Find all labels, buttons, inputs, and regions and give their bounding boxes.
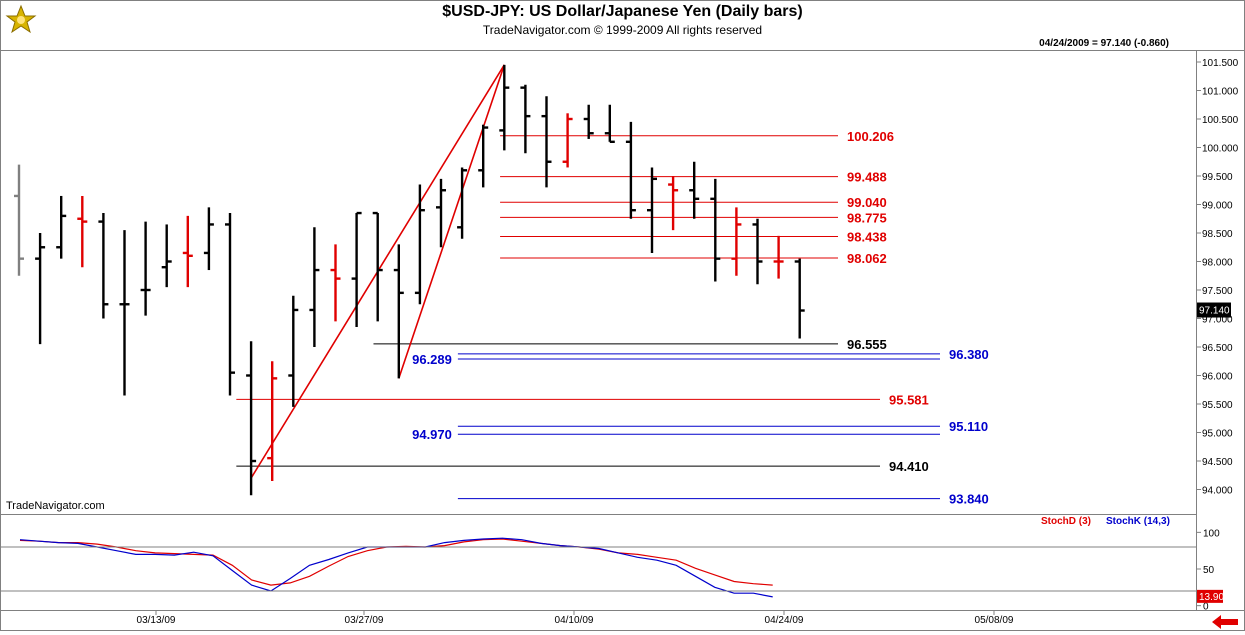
- stoch-last-label: 13.90: [1199, 592, 1224, 603]
- level-label: 98.062: [847, 251, 887, 266]
- navigator-logo-icon[interactable]: [4, 4, 38, 39]
- level-label: 95.110: [949, 419, 988, 434]
- y-tick-label: 97.500: [1202, 286, 1233, 297]
- y-tick-label: 96.500: [1202, 343, 1233, 354]
- x-tick-label: 03/13/09: [137, 615, 176, 626]
- x-tick-label: 04/24/09: [765, 615, 804, 626]
- stoch-y-tick-label: 0: [1203, 602, 1209, 613]
- price-bars: [14, 64, 805, 496]
- x-tick-label: 05/08/09: [975, 615, 1014, 626]
- y-tick-label: 96.000: [1202, 372, 1233, 383]
- level-label: 95.581: [889, 392, 929, 407]
- level-label: 96.289: [412, 352, 452, 367]
- x-tick-label: 03/27/09: [345, 615, 384, 626]
- last-quote: 04/24/2009 = 97.140 (-0.860): [1039, 38, 1169, 49]
- y-tick-label: 98.500: [1202, 229, 1233, 240]
- y-tick-label: 95.000: [1202, 429, 1233, 440]
- y-tick-label: 100.500: [1202, 115, 1239, 126]
- copyright-text: TradeNavigator.com © 1999-2009 All right…: [482, 23, 763, 37]
- stochastic-axis: 100 50 013.90: [0, 528, 1224, 613]
- last-price-box: [1197, 302, 1231, 318]
- legend-stoch-d: StochD (3): [1041, 516, 1091, 527]
- level-label: 93.840: [949, 492, 989, 507]
- legend-stoch-k: StochK (14,3): [1106, 516, 1170, 527]
- y-axis-strip: [1196, 50, 1245, 611]
- level-label: 94.970: [412, 427, 452, 442]
- scroll-left-arrow-icon[interactable]: [1210, 614, 1240, 635]
- stochastic-panel: [0, 514, 1197, 611]
- y-tick-label: 99.000: [1202, 201, 1233, 212]
- level-label: 96.380: [949, 347, 989, 362]
- watermark-text: TradeNavigator.com: [6, 500, 105, 512]
- level-label: 98.438: [847, 230, 887, 245]
- level-label: 96.555: [847, 337, 887, 352]
- y-tick-label: 94.500: [1202, 457, 1233, 468]
- level-label: 98.775: [847, 210, 887, 225]
- y-tick-label: 100.000: [1202, 144, 1239, 155]
- date-axis: 03/13/09 03/27/09 04/10/09 04/24/09 05/08/09: [137, 611, 1014, 626]
- y-tick-label: 101.500: [1202, 58, 1239, 69]
- level-label: 99.040: [847, 195, 887, 210]
- trendline: [398, 64, 506, 379]
- y-tick-label: 99.500: [1202, 172, 1233, 183]
- stoch-y-tick-label: 100: [1203, 528, 1220, 539]
- stoch-y-tick-label: 50: [1203, 565, 1215, 576]
- chart-title: $USD-JPY: US Dollar/Japanese Yen (Daily …: [442, 3, 803, 20]
- y-tick-label: 98.000: [1202, 258, 1233, 269]
- y-tick-label: 94.000: [1202, 486, 1233, 497]
- level-label: 100.206: [847, 129, 894, 144]
- last-price-label: 97.140: [1199, 306, 1230, 317]
- x-tick-label: 04/10/09: [555, 615, 594, 626]
- level-label: 99.488: [847, 170, 887, 185]
- price-panel: [0, 50, 1197, 515]
- level-label: 94.410: [889, 459, 929, 474]
- y-tick-label: 95.500: [1202, 400, 1233, 411]
- price-axis: 94.000 94.500 95.000 95.500 96.000 96.500 97.0…: [1197, 58, 1239, 497]
- stoch-last-box: [1197, 589, 1223, 603]
- y-tick-label: 97.000: [1202, 315, 1233, 326]
- y-tick-label: 101.000: [1202, 87, 1239, 98]
